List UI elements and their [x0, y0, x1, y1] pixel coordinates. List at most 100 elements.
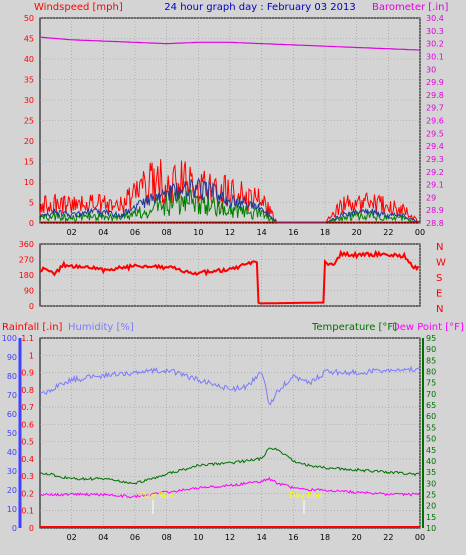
y2-tick-label: 29.7: [426, 104, 444, 113]
temp-tick-label: 90: [426, 345, 436, 354]
y-tick-label: 360: [19, 240, 34, 249]
y2-tick-label: 30: [426, 65, 436, 74]
humidity-label: Humidity [%]: [68, 322, 134, 333]
humidity-tick-label: 100: [2, 334, 17, 343]
temp-tick-label: 20: [426, 502, 436, 511]
humidity-tick-label: 40: [7, 448, 17, 457]
temperature-label: Temperature [°F]: [311, 322, 397, 333]
rainfall-label: Rainfall [.in]: [2, 322, 63, 333]
humidity-tick-label: 0: [12, 524, 17, 533]
x-tick-label: 16: [288, 228, 298, 237]
y-tick-label: 45: [24, 35, 34, 44]
x-tick-label: 00: [415, 533, 425, 542]
y-tick-label: 270: [19, 256, 34, 265]
compass-label: N: [436, 242, 443, 253]
temp-tick-label: 85: [426, 356, 436, 365]
y-tick-label: 35: [24, 76, 34, 85]
grid: [40, 17, 421, 529]
y-tick-label: 40: [24, 55, 34, 64]
x-tick-label: 12: [225, 228, 235, 237]
compass-label: S: [436, 273, 442, 284]
temp-tick-label: 70: [426, 390, 436, 399]
y-tick-label: 30: [24, 96, 34, 105]
y2-tick-label: 29.6: [426, 117, 444, 126]
dewpoint-line: [39, 476, 421, 499]
temp-tick-label: 50: [426, 435, 436, 444]
x-tick-label: 02: [67, 533, 77, 542]
barometer-line: [39, 36, 421, 51]
humidity-tick-label: 90: [7, 353, 17, 362]
x-tick-label: 16: [288, 533, 298, 542]
temperature-line: [39, 447, 421, 485]
x-tick-label: 06: [130, 228, 140, 237]
x-tick-label: 18: [320, 533, 330, 542]
compass-label: W: [436, 258, 446, 269]
rain-tick-label: 0.5: [21, 438, 34, 447]
temp-tick-label: 15: [426, 513, 436, 522]
y2-tick-label: 29.9: [426, 78, 444, 87]
temp-tick-label: 45: [426, 446, 436, 455]
temp-tick-label: 95: [426, 334, 436, 343]
compass-label: E: [436, 289, 442, 300]
x-tick-label: 20: [352, 228, 362, 237]
temp-tick-label: 40: [426, 457, 436, 466]
y2-tick-label: 29: [426, 193, 436, 202]
y-tick-label: 50: [24, 14, 34, 23]
windspeed-title: Windspeed [mph]: [34, 2, 123, 13]
y-tick-label: 0: [29, 302, 34, 311]
humidity-tick-label: 30: [7, 467, 17, 476]
humidity-tick-label: 60: [7, 410, 17, 419]
y2-tick-label: 30.4: [426, 14, 444, 23]
barometer-title: Barometer [.in]: [372, 2, 448, 13]
x-tick-label: 22: [383, 228, 393, 237]
y2-tick-label: 29.1: [426, 181, 444, 190]
x-tick-label: 06: [130, 533, 140, 542]
humidity-tick-label: 10: [7, 505, 17, 514]
wind-avg-line: [39, 177, 421, 224]
y2-tick-label: 29.4: [426, 142, 444, 151]
y-tick-label: 0: [29, 219, 34, 228]
humidity-tick-label: 50: [7, 429, 17, 438]
direction-line: [39, 249, 420, 305]
x-tick-label: 14: [257, 228, 267, 237]
rain-tick-label: 0.9: [21, 369, 34, 378]
temp-tick-label: 30: [426, 479, 436, 488]
x-tick-label: 04: [98, 228, 108, 237]
rain-tick-label: 0.3: [21, 472, 34, 481]
graph-title: 24 hour graph day : February 03 2013: [164, 2, 355, 13]
annotation-day-end: Day End: [289, 491, 323, 500]
annotation-day-sun: Day Sun: [140, 491, 174, 500]
rain-tick-label: 0.8: [21, 386, 34, 395]
x-tick-label: 20: [352, 533, 362, 542]
humidity-line: [39, 365, 421, 406]
rain-tick-label: 0.4: [21, 455, 34, 464]
temp-tick-label: 25: [426, 490, 436, 499]
x-tick-label: 08: [162, 533, 172, 542]
temp-tick-label: 55: [426, 423, 436, 432]
y2-tick-label: 30.2: [426, 40, 444, 49]
humidity-tick-label: 20: [7, 486, 17, 495]
humidity-tick-label: 80: [7, 372, 17, 381]
x-tick-label: 08: [162, 228, 172, 237]
temp-tick-label: 10: [426, 524, 436, 533]
temp-tick-label: 35: [426, 468, 436, 477]
compass-label: N: [436, 304, 443, 315]
temp-tick-label: 65: [426, 401, 436, 410]
y2-tick-label: 29.8: [426, 91, 444, 100]
y2-tick-label: 28.9: [426, 206, 444, 215]
y2-tick-label: 28.8: [426, 219, 444, 228]
y-tick-label: 25: [24, 117, 34, 126]
temp-tick-label: 80: [426, 368, 436, 377]
y-tick-label: 5: [29, 199, 34, 208]
rain-tick-label: 0: [29, 524, 34, 533]
x-tick-label: 02: [67, 228, 77, 237]
temp-tick-label: 75: [426, 379, 436, 388]
temp-panel: [39, 337, 421, 529]
y2-tick-label: 29.5: [426, 129, 444, 138]
x-tick-label: 00: [415, 228, 425, 237]
y-tick-label: 20: [24, 137, 34, 146]
rain-tick-label: 0.7: [21, 403, 34, 412]
